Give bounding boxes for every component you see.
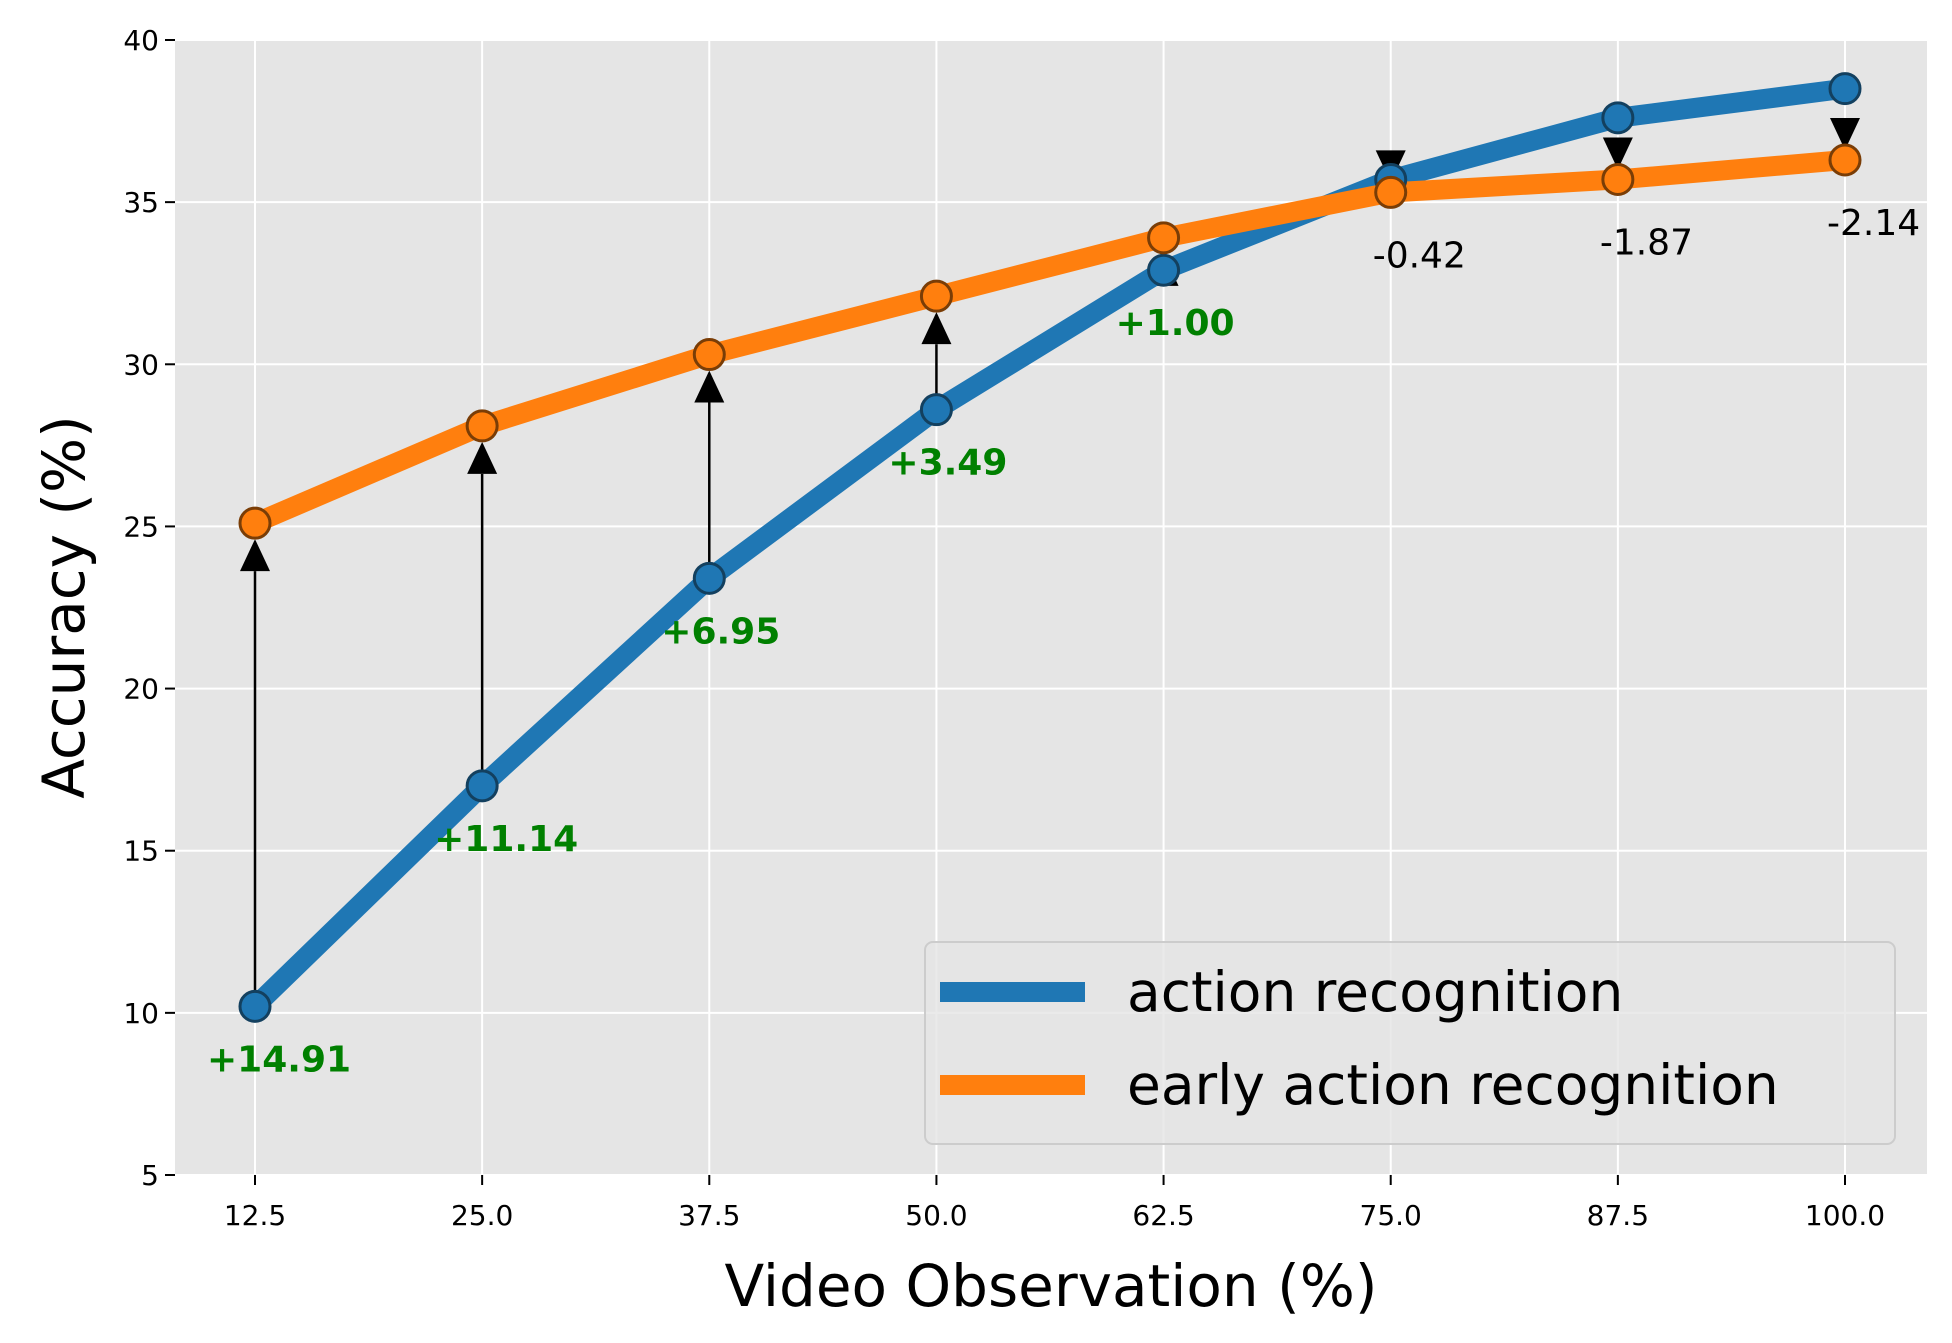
annotations: +14.91 +11.14 +6.95 +3.49 +1.00 -0.42 -1.87 -2.…	[207, 203, 1920, 1080]
legend-box	[924, 941, 1896, 1145]
annotation-label: +14.91	[207, 1039, 351, 1080]
x-tick-label: 75.0	[1360, 1199, 1422, 1232]
arrow-head	[1830, 117, 1860, 150]
data-point-action-recognition	[692, 561, 726, 595]
series-line-early-action-recognition	[251, 150, 1846, 533]
data-point-action-recognition	[1147, 253, 1181, 287]
y-tick-label: 25	[123, 510, 159, 543]
data-point-action-recognition	[238, 989, 272, 1023]
annotation-label: -0.42	[1373, 235, 1466, 276]
x-tick-label: 37.5	[678, 1199, 740, 1232]
x-tick-label: 62.5	[1132, 1199, 1194, 1232]
y-tick-label: 20	[123, 673, 159, 706]
x-ticks: 12.5 25.0 37.5 50.0 62.5 75.0 87.5 100.0	[224, 1175, 1885, 1232]
data-point-action-recognition	[1601, 101, 1635, 135]
data-point-early-action-recognition	[238, 506, 272, 540]
legend: action recognition early action recognit…	[924, 941, 1896, 1145]
data-point-early-action-recognition	[919, 279, 953, 313]
y-tick-label: 35	[123, 186, 159, 219]
difference-arrows	[240, 117, 1860, 991]
annotation-label: -2.14	[1827, 203, 1920, 244]
y-ticks: 5 10 15 20 25 30 35 40	[123, 24, 175, 1192]
annotation-label: -1.87	[1600, 222, 1693, 263]
series-line-action-recognition	[248, 78, 1847, 1014]
data-point-early-action-recognition	[1147, 221, 1181, 255]
data-point-action-recognition	[465, 769, 499, 803]
data-point-early-action-recognition	[1601, 162, 1635, 196]
y-tick-label: 5	[141, 1159, 159, 1192]
data-point-early-action-recognition	[1828, 143, 1862, 177]
annotation-label: +6.95	[661, 611, 780, 652]
annotation-label: +3.49	[888, 443, 1007, 484]
data-point-early-action-recognition	[692, 338, 726, 372]
x-tick-label: 50.0	[905, 1199, 967, 1232]
annotation-label: +1.00	[1116, 303, 1235, 344]
series-markers	[238, 72, 1862, 1023]
arrow-head	[694, 370, 725, 403]
series-lines	[248, 78, 1847, 1014]
arrow-head	[467, 441, 498, 474]
x-tick-label: 100.0	[1805, 1199, 1885, 1232]
x-tick-label: 25.0	[451, 1199, 513, 1232]
x-axis-title: Video Observation (%)	[725, 1252, 1378, 1320]
x-tick-label: 12.5	[224, 1199, 286, 1232]
data-point-early-action-recognition	[465, 409, 499, 443]
x-tick-label: 87.5	[1587, 1199, 1649, 1232]
y-tick-label: 30	[123, 348, 159, 381]
arrow-head	[921, 312, 952, 345]
y-tick-label: 15	[123, 835, 159, 868]
y-tick-label: 10	[123, 997, 159, 1030]
annotation-label: +11.14	[434, 819, 578, 860]
y-tick-label: 40	[123, 24, 159, 57]
arrow-head	[1602, 137, 1633, 170]
legend-label-early-action-recognition: early action recognition	[1127, 1053, 1779, 1117]
legend-label-action-recognition: action recognition	[1127, 960, 1623, 1024]
arrow-head	[240, 539, 270, 572]
data-point-action-recognition	[1828, 72, 1862, 106]
data-point-early-action-recognition	[1374, 175, 1408, 209]
y-axis-title: Accuracy (%)	[30, 415, 98, 799]
data-point-action-recognition	[919, 393, 953, 427]
